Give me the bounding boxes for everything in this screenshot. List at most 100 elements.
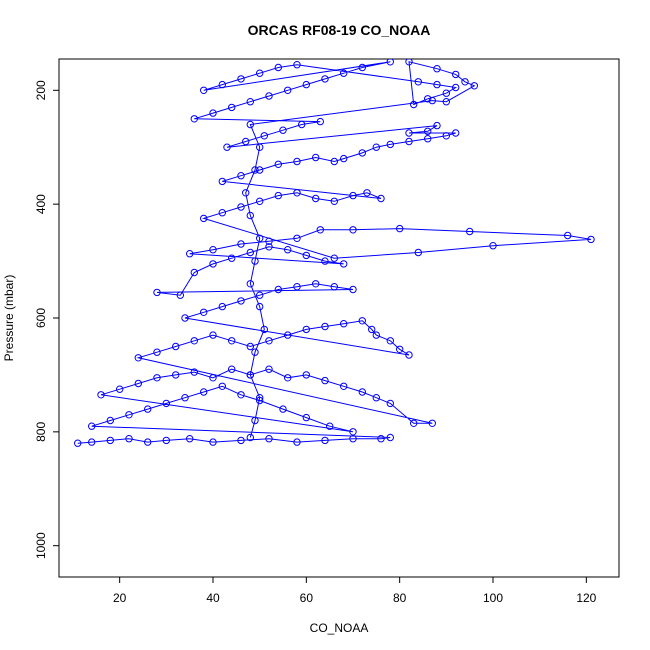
x-tick-label: 80 xyxy=(393,591,407,605)
data-point xyxy=(405,137,413,146)
x-tick-label: 40 xyxy=(206,591,220,605)
data-point xyxy=(349,226,357,234)
data-point xyxy=(176,291,185,299)
data-point xyxy=(260,325,268,334)
data-point xyxy=(246,211,255,220)
y-axis-label: Pressure (mbar) xyxy=(2,275,16,362)
data-point xyxy=(251,416,259,425)
data-point xyxy=(251,348,259,356)
data-point xyxy=(237,436,245,445)
y-tick-label: 800 xyxy=(34,422,48,442)
data-point xyxy=(410,100,418,109)
data-point xyxy=(442,98,450,106)
data-point xyxy=(190,368,199,376)
plot-frame xyxy=(58,58,620,578)
data-point xyxy=(144,438,152,446)
data-point xyxy=(386,59,394,66)
data-point xyxy=(433,65,441,73)
data-point xyxy=(256,302,264,311)
data-point xyxy=(218,382,227,390)
x-axis: 20 40 60 80 100 120 xyxy=(113,576,597,605)
data-point xyxy=(349,428,357,436)
data-point xyxy=(587,235,595,244)
data-point xyxy=(452,70,460,79)
data-point xyxy=(97,391,105,399)
data-point xyxy=(293,60,301,69)
data-point xyxy=(372,143,380,151)
data-point xyxy=(433,80,441,89)
data-point xyxy=(414,248,422,257)
data-point xyxy=(330,157,338,166)
data-point xyxy=(88,438,96,446)
data-point xyxy=(340,320,348,328)
data-point xyxy=(405,351,413,359)
data-point xyxy=(312,153,320,162)
data-point xyxy=(162,436,171,445)
y-tick-label: 600 xyxy=(34,308,48,328)
data-point xyxy=(251,166,259,174)
data-point xyxy=(302,371,310,379)
data-point xyxy=(321,75,329,83)
data-point xyxy=(200,214,208,223)
data-point xyxy=(372,331,380,339)
data-point xyxy=(326,422,334,430)
data-point xyxy=(134,379,143,388)
data-point xyxy=(293,189,301,197)
data-point xyxy=(461,78,469,86)
y-tick-label: 400 xyxy=(34,194,48,214)
data-point xyxy=(424,127,432,136)
data-point xyxy=(284,246,292,254)
data-point xyxy=(242,137,250,146)
data-point xyxy=(190,268,199,277)
data-point xyxy=(279,405,287,413)
data-point xyxy=(106,416,115,425)
data-point xyxy=(190,337,199,345)
data-point xyxy=(284,331,292,339)
data-point xyxy=(209,438,217,446)
data-point xyxy=(284,374,292,382)
data-point xyxy=(256,234,264,243)
data-point xyxy=(358,388,366,396)
data-point xyxy=(125,435,133,443)
data-point xyxy=(256,291,264,299)
data-point xyxy=(162,399,171,408)
data-point xyxy=(358,317,366,325)
data-point xyxy=(466,227,474,236)
data-point xyxy=(200,86,208,95)
data-point xyxy=(172,371,180,379)
data-point xyxy=(274,285,282,294)
data-point xyxy=(386,140,394,149)
data-point xyxy=(246,98,255,106)
x-tick-label: 60 xyxy=(300,591,314,605)
data-point xyxy=(265,92,273,100)
data-point xyxy=(340,260,348,268)
data-point xyxy=(200,388,208,396)
data-point xyxy=(358,149,366,157)
data-point xyxy=(489,242,497,250)
data-point xyxy=(237,75,245,83)
data-point xyxy=(274,160,282,169)
data-point xyxy=(153,348,161,356)
data-point xyxy=(186,250,194,258)
data-point xyxy=(237,203,245,211)
data-point xyxy=(246,120,255,129)
data-point xyxy=(256,143,264,151)
data-point xyxy=(153,374,161,382)
data-point xyxy=(386,399,394,408)
data-point xyxy=(228,103,236,112)
data-point xyxy=(433,121,441,130)
data-point xyxy=(330,197,338,206)
data-point xyxy=(316,117,324,126)
x-tick-label: 120 xyxy=(576,591,596,605)
data-point xyxy=(260,132,268,140)
data-point xyxy=(256,197,264,206)
data-point xyxy=(349,435,357,443)
data-point xyxy=(134,354,143,362)
data-series xyxy=(74,59,595,447)
data-point xyxy=(452,83,460,92)
data-point xyxy=(218,209,227,217)
data-point xyxy=(218,302,227,311)
data-point xyxy=(377,435,385,443)
data-point xyxy=(228,337,236,345)
